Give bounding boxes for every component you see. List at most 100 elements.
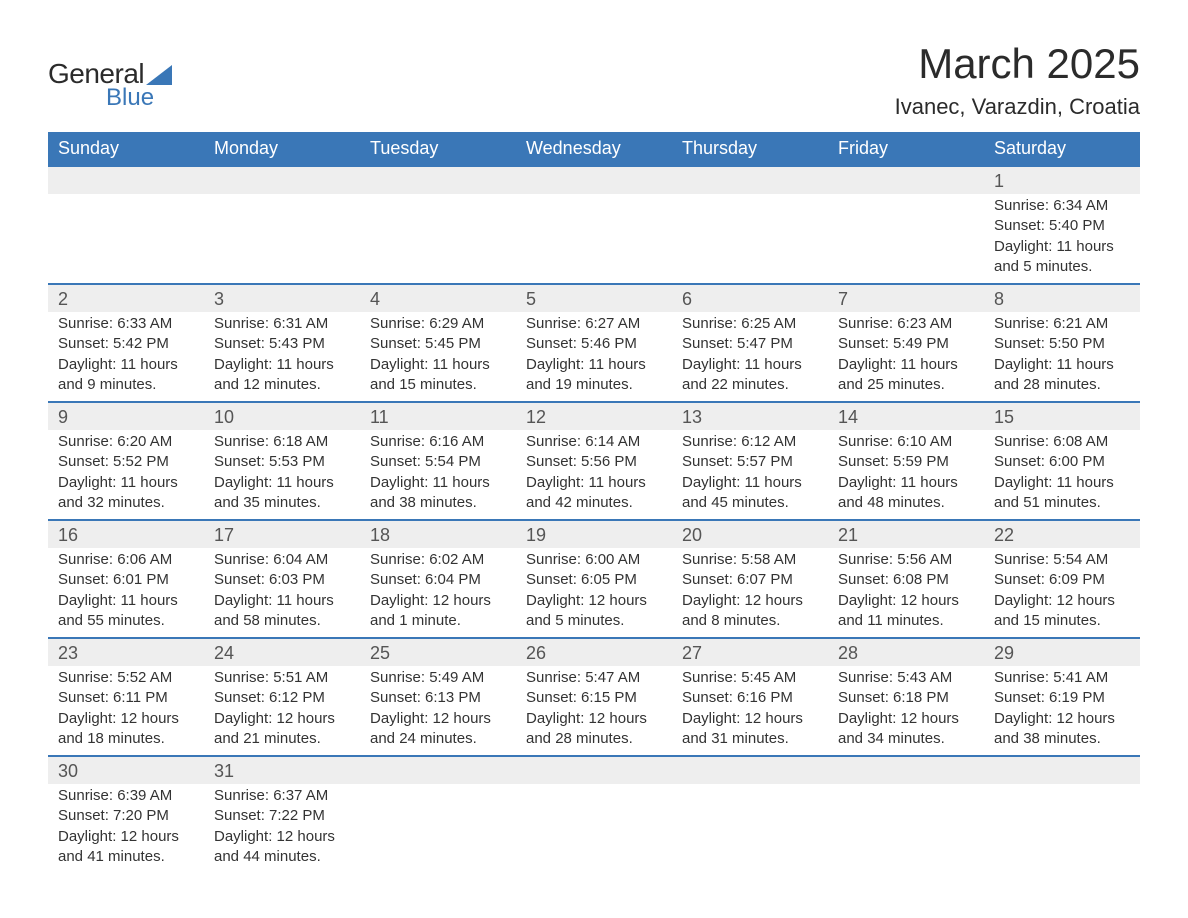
sunset-line: Sunset: 6:19 PM — [994, 689, 1105, 706]
sunset-line: Sunset: 7:22 PM — [214, 807, 325, 824]
calendar-cell-body — [984, 784, 1140, 873]
day-number: 13 — [672, 403, 828, 430]
day-detail: Sunrise: 6:29 AMSunset: 5:45 PMDaylight:… — [360, 312, 516, 401]
daylight-line: Daylight: 12 hours and 21 minutes. — [214, 710, 335, 747]
daylight-line: Daylight: 12 hours and 24 minutes. — [370, 710, 491, 747]
calendar-table: SundayMondayTuesdayWednesdayThursdayFrid… — [48, 132, 1140, 873]
sunrise-line: Sunrise: 6:33 AM — [58, 315, 172, 332]
calendar-cell-header: 20 — [672, 520, 828, 548]
sunset-line: Sunset: 5:50 PM — [994, 335, 1105, 352]
day-detail: Sunrise: 6:02 AMSunset: 6:04 PMDaylight:… — [360, 548, 516, 637]
sunrise-line: Sunrise: 5:54 AM — [994, 551, 1108, 568]
calendar-cell-header — [984, 756, 1140, 784]
calendar-cell-body: Sunrise: 5:49 AMSunset: 6:13 PMDaylight:… — [360, 666, 516, 756]
daylight-line: Daylight: 11 hours and 58 minutes. — [214, 592, 334, 629]
weekday-header: Tuesday — [360, 132, 516, 166]
calendar-cell-body — [672, 784, 828, 873]
sunrise-line: Sunrise: 6:10 AM — [838, 433, 952, 450]
sunset-line: Sunset: 5:47 PM — [682, 335, 793, 352]
sunrise-line: Sunrise: 6:16 AM — [370, 433, 484, 450]
day-detail: Sunrise: 6:27 AMSunset: 5:46 PMDaylight:… — [516, 312, 672, 401]
day-number: 9 — [48, 403, 204, 430]
sunset-line: Sunset: 5:40 PM — [994, 217, 1105, 234]
daylight-line: Daylight: 12 hours and 15 minutes. — [994, 592, 1115, 629]
calendar-cell-body — [828, 784, 984, 873]
weekday-header: Friday — [828, 132, 984, 166]
calendar-cell-header: 27 — [672, 638, 828, 666]
sunrise-line: Sunrise: 5:41 AM — [994, 669, 1108, 686]
calendar-cell-body: Sunrise: 5:52 AMSunset: 6:11 PMDaylight:… — [48, 666, 204, 756]
calendar-cell-body — [828, 194, 984, 284]
calendar-header-row: SundayMondayTuesdayWednesdayThursdayFrid… — [48, 132, 1140, 166]
daylight-line: Daylight: 11 hours and 38 minutes. — [370, 474, 490, 511]
calendar-cell-header: 16 — [48, 520, 204, 548]
day-number: 5 — [516, 285, 672, 312]
daylight-line: Daylight: 11 hours and 15 minutes. — [370, 356, 490, 393]
day-number: 7 — [828, 285, 984, 312]
day-number: 31 — [204, 757, 360, 784]
sunset-line: Sunset: 6:08 PM — [838, 571, 949, 588]
calendar-cell-header: 8 — [984, 284, 1140, 312]
sunrise-line: Sunrise: 5:56 AM — [838, 551, 952, 568]
sunset-line: Sunset: 6:11 PM — [58, 689, 168, 706]
calendar-cell-header — [516, 756, 672, 784]
calendar-cell-header: 29 — [984, 638, 1140, 666]
calendar-cell-header — [828, 756, 984, 784]
sunset-line: Sunset: 6:04 PM — [370, 571, 481, 588]
daylight-line: Daylight: 11 hours and 5 minutes. — [994, 238, 1114, 275]
day-number: 14 — [828, 403, 984, 430]
calendar-cell-header: 2 — [48, 284, 204, 312]
day-number: 16 — [48, 521, 204, 548]
day-detail: Sunrise: 6:23 AMSunset: 5:49 PMDaylight:… — [828, 312, 984, 401]
daylight-line: Daylight: 11 hours and 22 minutes. — [682, 356, 802, 393]
calendar-cell-header: 15 — [984, 402, 1140, 430]
daylight-line: Daylight: 11 hours and 19 minutes. — [526, 356, 646, 393]
calendar-cell-header — [204, 166, 360, 194]
sunset-line: Sunset: 5:52 PM — [58, 453, 169, 470]
day-detail: Sunrise: 6:14 AMSunset: 5:56 PMDaylight:… — [516, 430, 672, 519]
calendar-cell-header: 22 — [984, 520, 1140, 548]
sunrise-line: Sunrise: 6:31 AM — [214, 315, 328, 332]
sunrise-line: Sunrise: 6:34 AM — [994, 197, 1108, 214]
sunrise-line: Sunrise: 6:25 AM — [682, 315, 796, 332]
day-number: 30 — [48, 757, 204, 784]
day-number: 2 — [48, 285, 204, 312]
day-detail: Sunrise: 6:12 AMSunset: 5:57 PMDaylight:… — [672, 430, 828, 519]
sunset-line: Sunset: 5:56 PM — [526, 453, 637, 470]
daylight-line: Daylight: 11 hours and 32 minutes. — [58, 474, 178, 511]
day-number: 23 — [48, 639, 204, 666]
sunrise-line: Sunrise: 5:43 AM — [838, 669, 952, 686]
logo: General Blue — [48, 58, 172, 112]
calendar-cell-header: 28 — [828, 638, 984, 666]
day-number: 26 — [516, 639, 672, 666]
day-detail: Sunrise: 5:43 AMSunset: 6:18 PMDaylight:… — [828, 666, 984, 755]
calendar-cell-header: 5 — [516, 284, 672, 312]
title-block: March 2025 Ivanec, Varazdin, Croatia — [895, 40, 1140, 120]
daylight-line: Daylight: 11 hours and 25 minutes. — [838, 356, 958, 393]
sunset-line: Sunset: 5:57 PM — [682, 453, 793, 470]
day-number: 21 — [828, 521, 984, 548]
calendar-cell-header — [828, 166, 984, 194]
sunrise-line: Sunrise: 6:00 AM — [526, 551, 640, 568]
daylight-line: Daylight: 12 hours and 5 minutes. — [526, 592, 647, 629]
calendar-cell-body: Sunrise: 6:21 AMSunset: 5:50 PMDaylight:… — [984, 312, 1140, 402]
calendar-cell-body: Sunrise: 6:16 AMSunset: 5:54 PMDaylight:… — [360, 430, 516, 520]
calendar-cell-body: Sunrise: 5:56 AMSunset: 6:08 PMDaylight:… — [828, 548, 984, 638]
calendar-cell-header: 19 — [516, 520, 672, 548]
day-detail: Sunrise: 5:49 AMSunset: 6:13 PMDaylight:… — [360, 666, 516, 755]
calendar-cell-header: 17 — [204, 520, 360, 548]
calendar-cell-body: Sunrise: 5:47 AMSunset: 6:15 PMDaylight:… — [516, 666, 672, 756]
weekday-header: Thursday — [672, 132, 828, 166]
sunrise-line: Sunrise: 6:12 AM — [682, 433, 796, 450]
logo-triangle-icon — [146, 65, 172, 85]
calendar-cell-header — [516, 166, 672, 194]
calendar-cell-header: 26 — [516, 638, 672, 666]
day-number: 25 — [360, 639, 516, 666]
sunset-line: Sunset: 5:43 PM — [214, 335, 325, 352]
day-detail: Sunrise: 5:47 AMSunset: 6:15 PMDaylight:… — [516, 666, 672, 755]
sunset-line: Sunset: 7:20 PM — [58, 807, 169, 824]
calendar-cell-body: Sunrise: 6:08 AMSunset: 6:00 PMDaylight:… — [984, 430, 1140, 520]
day-number: 4 — [360, 285, 516, 312]
calendar-cell-body: Sunrise: 5:45 AMSunset: 6:16 PMDaylight:… — [672, 666, 828, 756]
sunrise-line: Sunrise: 5:45 AM — [682, 669, 796, 686]
